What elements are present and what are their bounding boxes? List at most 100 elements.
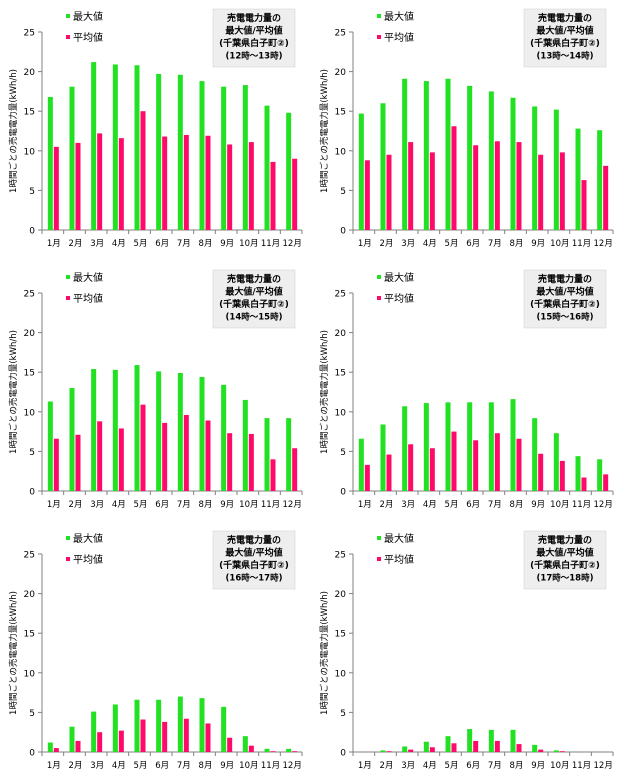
title-box [523,8,607,68]
bar-max-11 [575,456,581,491]
bar-avg-5 [140,404,146,491]
bar-max-11 [264,418,270,491]
bar-avg-3 [97,421,103,491]
bar-max-10 [242,85,248,231]
bar-max-10 [242,736,248,752]
x-tick-label: 2月 [69,500,83,510]
x-tick-label: 11月 [572,239,591,249]
y-axis-title: 1時間ごとの売電電力量(kWh/h) [319,69,330,193]
bar-max-9 [532,744,538,752]
legend-label-avg: 平均値 [384,553,414,566]
chart-svg: 0 5 10 15 20 25 1時間ごとの売電電力量(kWh/h) 1月 2月 3月 4月 5月 6月… [8,269,303,510]
bar-max-7 [488,402,494,491]
x-tick-label: 9月 [220,239,234,249]
chart-title-line-2: 最大値/平均値 [225,547,282,559]
x-tick-label: 3月 [401,239,415,249]
bar-max-12 [597,459,603,491]
y-tick-label: 20 [24,590,36,600]
bar-max-3 [91,62,97,230]
y-tick-label: 10 [335,408,347,418]
bar-max-6 [467,729,473,752]
bar-avg-10 [559,152,565,230]
y-tick-label: 5 [340,187,346,197]
y-tick-label: 25 [24,29,35,39]
y-tick-label: 10 [335,669,347,679]
x-tick-label: 11月 [572,500,591,510]
bar-max-4 [112,64,118,230]
bar-max-10 [242,399,248,491]
x-tick-label: 12月 [594,239,613,249]
bar-avg-3 [408,749,414,752]
x-tick-label: 6月 [466,761,480,771]
bar-max-10 [553,750,559,752]
x-tick-label: 1月 [47,239,61,249]
x-tick-label: 12月 [594,500,613,510]
legend-label-max: 最大値 [73,532,103,545]
y-tick-label: 5 [340,448,346,458]
bar-max-3 [91,711,97,752]
bar-max-5 [134,365,140,491]
x-tick-label: 2月 [69,761,83,771]
bar-max-9 [221,384,227,491]
x-tick-label: 9月 [531,761,545,771]
x-tick-label: 12月 [283,500,302,510]
bar-avg-1 [364,160,370,230]
bar-max-11 [264,105,270,230]
chart-panel-4: 0 5 10 15 20 25 1時間ごとの売電電力量(kWh/h) 1月 2月 3月 4月 5月 6月… [311,261,621,519]
bar-avg-12 [292,751,298,752]
bar-max-6 [156,371,162,491]
chart-panel-1: 0 5 10 15 20 25 1時間ごとの売電電力量(kWh/h) 1月 2月 3月 4月 5月 6月… [0,0,310,258]
y-tick-label: 15 [24,369,35,379]
bar-max-6 [156,699,162,752]
bar-max-5 [134,699,140,752]
x-tick-label: 7月 [177,761,191,771]
y-tick-label: 25 [335,29,346,39]
y-tick-label: 0 [340,749,346,759]
legend-label-max: 最大値 [384,10,414,23]
y-tick-label: 20 [335,590,347,600]
bar-max-1 [47,742,53,752]
bar-max-2 [69,86,75,230]
y-tick-label: 0 [29,749,35,759]
y-tick-label: 25 [335,290,346,300]
bar-max-7 [488,91,494,231]
chart-title-line-2: 最大値/平均値 [225,286,282,298]
x-tick-label: 11月 [261,239,280,249]
bar-max-2 [380,424,386,491]
bar-avg-2 [386,751,392,752]
chart-title-line-1: 売電電力量の [538,534,592,546]
chart-title-line-4: (17時～18時) [537,573,594,584]
bar-avg-7 [183,718,189,752]
bar-max-8 [510,729,516,752]
bar-max-3 [402,78,408,230]
chart-title-line-1: 売電電力量の [538,12,592,24]
bar-max-6 [467,402,473,491]
bar-avg-11 [581,477,587,491]
bar-avg-8 [516,142,522,230]
bar-max-9 [221,706,227,752]
x-tick-label: 1月 [358,500,372,510]
y-tick-label: 20 [335,329,347,339]
chart-title-line-4: (12時～13時) [226,51,283,62]
chart-title-line-3: (千葉県白子町②) [219,298,289,310]
chart-title-line-4: (14時～15時) [226,312,283,323]
bar-max-7 [177,696,183,752]
x-tick-label: 2月 [380,761,394,771]
bar-max-1 [47,401,53,491]
bar-max-1 [47,96,53,230]
bar-avg-9 [538,154,544,230]
x-tick-label: 1月 [358,239,372,249]
bar-avg-4 [118,730,124,752]
bar-avg-5 [451,431,457,491]
chart-panel-6: 0 5 10 15 20 25 1時間ごとの売電電力量(kWh/h) 1月 2月 3月 4月 5月 6月… [311,522,621,780]
chart-title-line-1: 売電電力量の [227,12,281,24]
x-tick-label: 6月 [155,761,169,771]
bar-max-9 [221,86,227,230]
x-tick-label: 4月 [423,500,437,510]
x-tick-label: 5月 [134,239,148,249]
x-tick-label: 10月 [550,239,569,249]
y-tick-label: 10 [335,147,347,157]
y-tick-label: 15 [335,108,346,118]
title-box [212,269,296,329]
y-tick-label: 5 [340,709,346,719]
